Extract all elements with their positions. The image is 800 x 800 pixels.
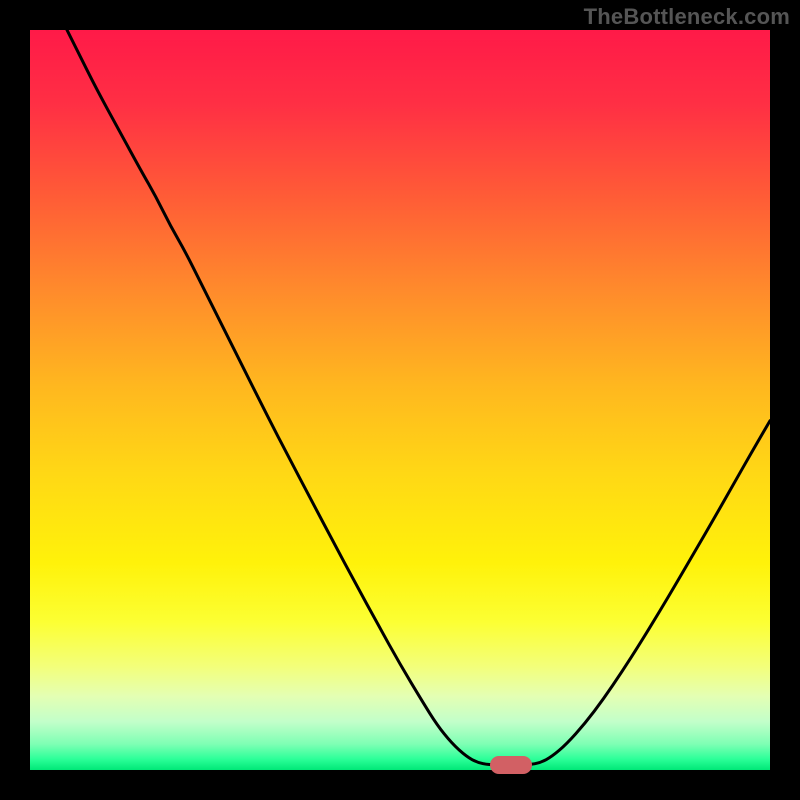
gradient-background — [30, 30, 770, 770]
plot-svg — [30, 30, 770, 770]
chart-frame: TheBottleneck.com — [0, 0, 800, 800]
optimal-marker — [490, 756, 532, 774]
watermark-text: TheBottleneck.com — [584, 4, 790, 30]
plot-area — [30, 30, 770, 770]
